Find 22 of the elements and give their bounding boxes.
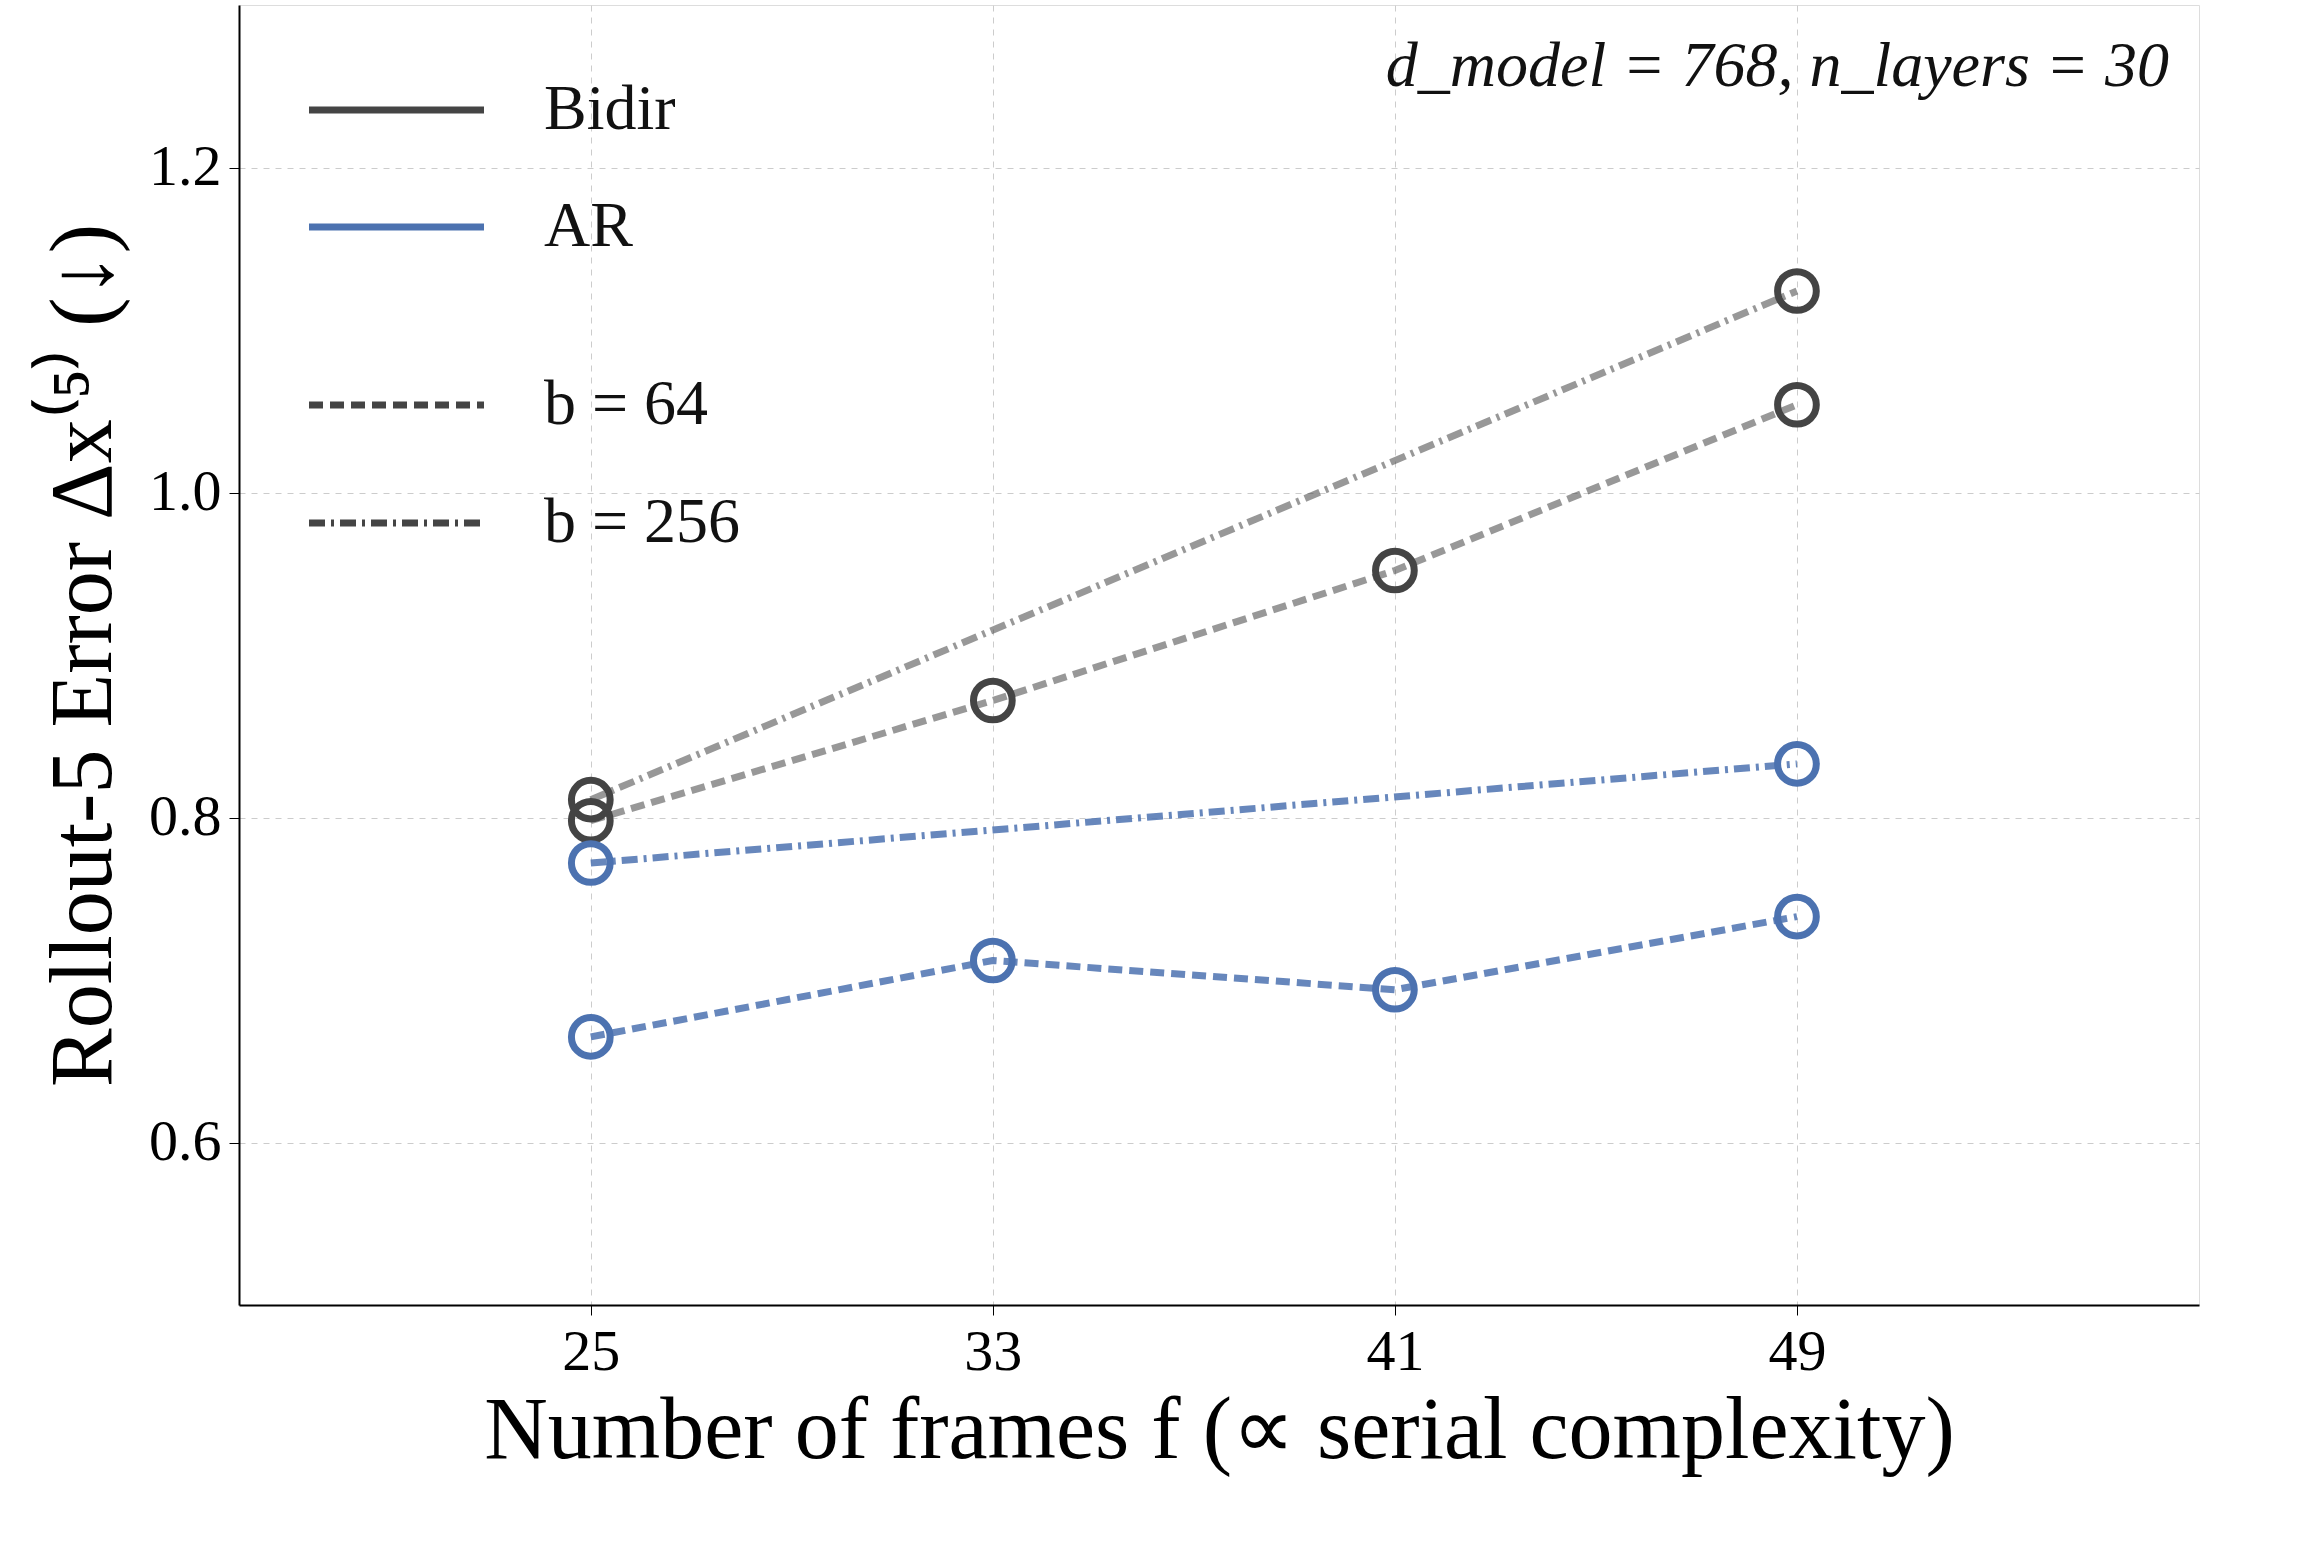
annotation: Bidir: [544, 72, 676, 143]
y-tick-label: 0.6: [149, 1108, 222, 1173]
y-tick-label: 1.2: [149, 133, 222, 198]
point: [567, 797, 614, 844]
annotation: b = 256: [544, 485, 741, 556]
point: [1774, 893, 1820, 940]
annotation: AR: [544, 189, 634, 260]
point: [1372, 966, 1418, 1013]
point: [1372, 547, 1418, 594]
y-tick-label: 0.8: [149, 783, 222, 848]
point: [1774, 381, 1820, 428]
point: [1774, 741, 1820, 787]
point: [969, 937, 1016, 984]
annotation: b = 64: [544, 367, 709, 438]
point: [567, 776, 614, 823]
point: [1774, 268, 1820, 314]
point: [969, 677, 1016, 724]
y-tick-label: 1.0: [149, 458, 222, 523]
point: [567, 1014, 614, 1060]
point: [567, 840, 614, 886]
y-axis-title: Rollout-5 Error Δx⁽⁵⁾ (↓): [31, 224, 130, 1087]
annotation: d_model = 768, n_layers = 30: [1385, 29, 2169, 100]
